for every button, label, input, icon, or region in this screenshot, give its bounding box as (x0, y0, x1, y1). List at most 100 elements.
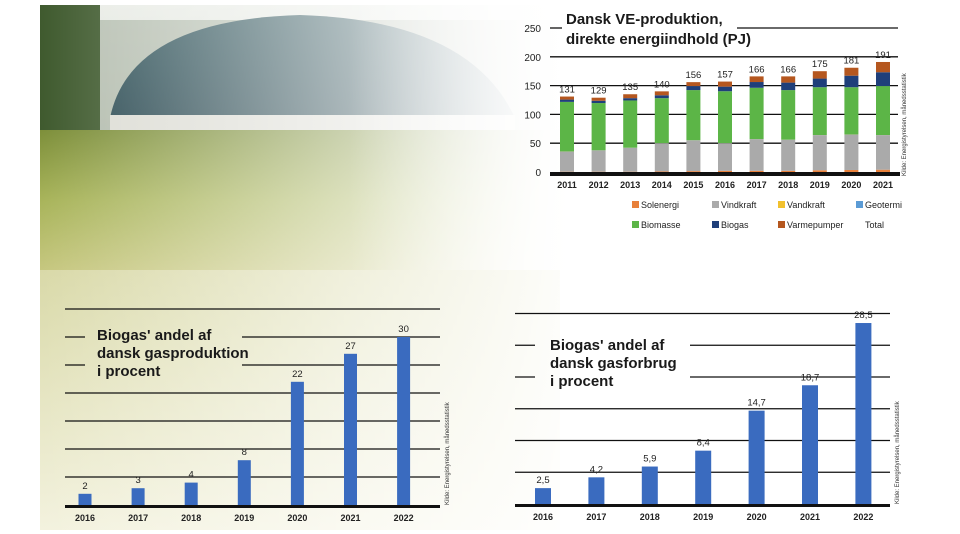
total-label: 157 (717, 70, 733, 81)
bar-segment-biogas (560, 99, 574, 102)
data-label: 4 (189, 470, 194, 481)
total-label: 181 (843, 56, 859, 67)
data-label: 2 (82, 481, 87, 492)
total-label: 156 (685, 70, 701, 81)
bar-segment-vindkraft (718, 143, 732, 171)
bar-segment-varmepumper (876, 61, 890, 73)
data-label: 30 (398, 324, 409, 335)
x-tick-label: 2019 (693, 512, 713, 522)
bar (695, 450, 712, 504)
x-tick-label: 2014 (652, 180, 672, 190)
chart-title: dansk gasproduktion (97, 345, 249, 362)
total-label: 175 (812, 59, 828, 70)
x-tick-label: 2016 (75, 513, 95, 523)
bar (748, 410, 765, 504)
x-tick-label: 2015 (683, 180, 703, 190)
bar-segment-varmepumper (686, 82, 701, 87)
legend-label: Biomasse (641, 220, 681, 230)
bar (855, 323, 872, 504)
source-note: Kilde: Energistyrelsen, månedsstatistik (894, 400, 901, 504)
bar (802, 385, 818, 504)
legend-swatch (712, 201, 719, 208)
baseline (515, 504, 890, 507)
bar-segment-solenergi (749, 170, 764, 172)
data-label: 2,5 (536, 475, 549, 486)
background-photo (40, 5, 600, 530)
x-tick-label: 2020 (747, 512, 767, 522)
baseline (65, 505, 440, 508)
bar-segment-vindkraft (844, 134, 859, 170)
data-label: 4,2 (590, 464, 603, 475)
x-tick-label: 2013 (620, 180, 640, 190)
legend-swatch (712, 221, 719, 228)
data-label: 5,9 (643, 454, 656, 465)
bar (588, 477, 605, 504)
bar-segment-solenergi (781, 170, 796, 172)
chart-title: Dansk VE-produktion, (566, 11, 723, 28)
x-tick-label: 2016 (533, 512, 553, 522)
chart-title: Biogas' andel af (97, 327, 212, 344)
data-label: 22 (292, 369, 303, 380)
source-note: Kilde: Energistyrelsen, månedsstatistik (444, 401, 451, 505)
bar-segment-varmepumper (623, 94, 638, 99)
bar (78, 493, 92, 505)
bar-segment-vindkraft (876, 135, 890, 170)
x-tick-label: 2017 (128, 513, 148, 523)
bar-segment-vindkraft (623, 147, 638, 172)
bar-segment-varmepumper (749, 76, 764, 83)
chart-title: i procent (97, 363, 160, 380)
bar-segment-solenergi (654, 171, 669, 172)
bar (641, 466, 658, 504)
x-tick-label: 2012 (589, 180, 609, 190)
bar (184, 482, 198, 505)
bar (237, 460, 251, 505)
x-tick-label: 2022 (853, 512, 873, 522)
legend-label: Geotermi (865, 200, 902, 210)
bar-segment-varmepumper (812, 71, 827, 79)
x-tick-label: 2019 (234, 513, 254, 523)
data-label: 8,4 (697, 438, 710, 449)
bar-segment-vindkraft (812, 135, 827, 171)
bar-segment-biomasse (749, 87, 764, 140)
legend-label: Solenergi (641, 200, 679, 210)
bar (344, 353, 357, 505)
data-label: 18,7 (801, 372, 820, 383)
bar (290, 381, 304, 505)
bar-segment-biomasse (591, 103, 606, 151)
bar-segment-varmepumper (844, 67, 859, 76)
legend-label: Vindkraft (721, 200, 757, 210)
bar-segment-biogas (781, 82, 796, 91)
legend-swatch (632, 201, 639, 208)
y-tick-label: 200 (524, 53, 541, 64)
chart-title: Biogas' andel af (550, 337, 665, 354)
bar-segment-solenergi (686, 171, 701, 172)
bar-segment-vindkraft (686, 140, 701, 172)
bar-segment-solenergi (844, 169, 859, 172)
chart-title: i procent (550, 373, 613, 390)
bar-segment-biogas (876, 72, 890, 87)
x-tick-label: 2020 (841, 180, 861, 190)
bar-segment-biogas (686, 86, 701, 91)
bar-segment-biomasse (718, 91, 732, 144)
total-label: 166 (749, 64, 765, 75)
bar-segment-biomasse (686, 90, 701, 141)
x-tick-label: 2017 (586, 512, 606, 522)
data-label: 28,5 (854, 310, 873, 321)
bar-segment-biomasse (560, 101, 574, 152)
legend-label: Total (865, 220, 884, 230)
y-tick-label: 250 (524, 24, 541, 35)
bar-segment-vindkraft (749, 139, 764, 171)
data-label: 27 (345, 341, 356, 352)
bar (131, 488, 145, 505)
bar-segment-biogas (623, 98, 638, 101)
bar-segment-biogas (812, 78, 827, 88)
data-label: 14,7 (747, 398, 766, 409)
x-tick-label: 2021 (800, 512, 820, 522)
total-label: 166 (780, 64, 796, 75)
y-tick-label: 50 (530, 139, 542, 150)
bar-segment-vindkraft (781, 139, 796, 171)
total-label: 191 (875, 50, 891, 61)
bar-segment-biomasse (812, 87, 827, 136)
bar-segment-solenergi (718, 170, 732, 172)
baseline (550, 172, 900, 176)
